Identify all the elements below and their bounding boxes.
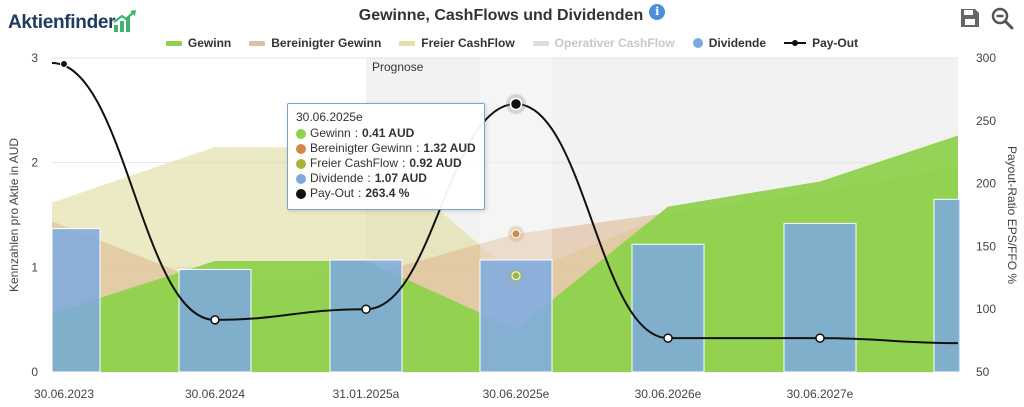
aktienfinder-logo[interactable]: Aktienfinder — [8, 8, 136, 36]
legend-swatch — [692, 38, 703, 48]
hover-marker — [511, 229, 521, 239]
x-tick-label: 30.06.2027e — [787, 387, 854, 401]
legend-item-freier-cashflow[interactable]: Freier CashFlow — [399, 36, 515, 50]
y-right-tick-label: 250 — [976, 114, 996, 128]
dividend-bar — [631, 243, 705, 373]
tooltip-row-freier-cashflow: Freier CashFlow: 0.92 AUD — [296, 156, 476, 171]
x-tick-label: 31.01.2025a — [333, 387, 400, 401]
legend-label: Dividende — [708, 36, 767, 50]
dividend-bar — [51, 228, 101, 373]
tooltip-label: Dividende — [310, 171, 364, 185]
legend-item-gewinn[interactable]: Gewinn — [165, 36, 232, 50]
legend-label: Bereinigter Gewinn — [271, 36, 382, 50]
y-tick-label: 3 — [31, 51, 38, 65]
chart-tooltip: 30.06.2025e Gewinn: 0.41 AUD Bereinigter… — [287, 103, 485, 210]
legend-swatch — [249, 40, 266, 46]
x-tick-label: 30.06.2023 — [34, 387, 94, 401]
legend-swatch — [532, 40, 549, 46]
tooltip-value: 0.41 AUD — [362, 126, 415, 140]
chart-title: Gewinne, CashFlows und Dividenden — [358, 7, 644, 24]
zoom-icon[interactable] — [990, 6, 1014, 30]
tooltip-dot — [296, 173, 306, 184]
hover-marker — [511, 271, 521, 281]
tooltip-dot — [296, 158, 306, 169]
tooltip-label: Pay-Out — [310, 186, 355, 200]
forecast-label: Prognose — [372, 60, 424, 74]
tooltip-row-dividende: Dividende: 1.07 AUD — [296, 171, 476, 186]
y-tick-label: 1 — [31, 260, 38, 274]
y-tick-label: 0 — [31, 365, 38, 379]
tooltip-header: 30.06.2025e — [296, 110, 363, 124]
legend-item-pay-out[interactable]: Pay-Out — [784, 36, 858, 50]
tooltip-value: 0.92 AUD — [409, 156, 462, 170]
y-right-tick-label: 100 — [976, 302, 996, 316]
tooltip-label: Bereinigter Gewinn — [310, 141, 413, 155]
chart-tools — [958, 6, 1014, 30]
tooltip-row-bereinigter-gewinn: Bereinigter Gewinn: 1.32 AUD — [296, 141, 476, 156]
payout-marker — [361, 304, 371, 314]
y-right-tick-label: 50 — [976, 365, 990, 379]
payout-line — [51, 62, 959, 345]
y-right-tick-label: 300 — [976, 51, 996, 65]
y-right-tick-label: 150 — [976, 239, 996, 253]
dividend-bar — [933, 198, 961, 373]
dividend-bar — [329, 259, 403, 373]
tooltip-dot — [296, 188, 306, 199]
x-tick-label: 30.06.2025e — [483, 387, 550, 401]
tooltip-dot — [296, 143, 306, 154]
area-gewinn — [52, 135, 958, 372]
info-icon[interactable]: i — [649, 4, 666, 20]
legend-swatch — [165, 40, 182, 46]
legend-item-operativer-cashflow[interactable]: Operativer CashFlow — [532, 36, 675, 50]
tooltip-value: 263.4 % — [365, 186, 410, 200]
y-right-tick-label: 200 — [976, 177, 996, 191]
chart-title-container: Gewinne, CashFlows und Dividenden i — [0, 4, 1024, 25]
y-tick-label: 2 — [31, 156, 38, 170]
x-tick-label: 30.06.2024 — [185, 387, 245, 401]
dividend-bar — [783, 222, 857, 373]
legend-swatch — [399, 40, 416, 46]
tooltip-row-pay-out: Pay-Out: 263.4 % — [296, 186, 476, 201]
logo-text: Aktienfinder — [8, 12, 116, 33]
x-tick-label: 30.06.2026e — [635, 387, 702, 401]
chart-legend: Gewinn Bereinigter Gewinn Freier CashFlo… — [0, 36, 1024, 50]
legend-label: Pay-Out — [812, 36, 859, 50]
legend-item-dividende[interactable]: Dividende — [692, 36, 767, 50]
y-axis-title: Kennzahlen pro Aktie in AUD — [7, 138, 21, 292]
y-right-axis-title: Payout-Ratio EPS/FFO % — [1005, 146, 1019, 284]
legend-label: Operativer CashFlow — [554, 36, 675, 50]
payout-marker — [663, 333, 673, 343]
tooltip-value: 1.07 AUD — [374, 171, 427, 185]
legend-label: Freier CashFlow — [421, 36, 515, 50]
payout-marker — [815, 333, 825, 343]
save-icon[interactable] — [958, 6, 982, 30]
tooltip-label: Freier CashFlow — [310, 156, 399, 170]
legend-label: Gewinn — [187, 36, 232, 50]
legend-item-bereinigter-gewinn[interactable]: Bereinigter Gewinn — [249, 36, 381, 50]
tooltip-row-gewinn: Gewinn: 0.41 AUD — [296, 126, 476, 141]
legend-swatch — [784, 38, 807, 48]
trend-arrow-icon — [113, 10, 136, 32]
payout-marker — [509, 97, 523, 111]
tooltip-label: Gewinn — [310, 126, 351, 140]
payout-marker — [60, 60, 68, 69]
tooltip-value: 1.32 AUD — [423, 141, 476, 155]
payout-marker — [210, 315, 220, 325]
tooltip-dot — [296, 128, 306, 139]
